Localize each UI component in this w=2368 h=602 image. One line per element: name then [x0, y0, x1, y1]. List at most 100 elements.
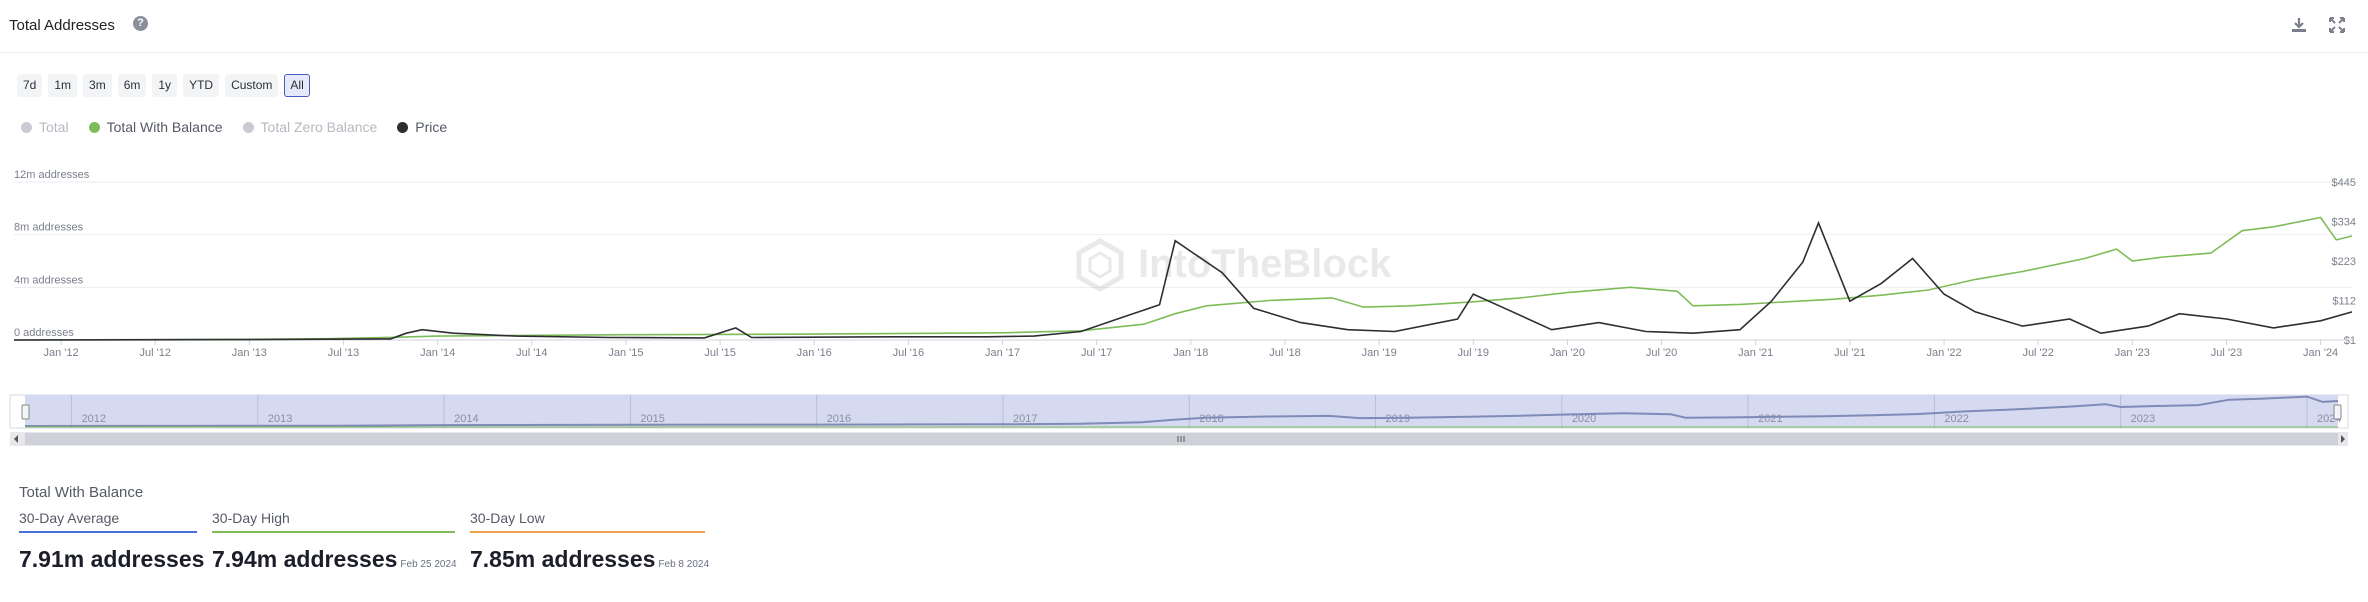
left-tick-label: 0 addresses — [14, 327, 74, 339]
x-tick-label: Jul '18 — [1269, 347, 1300, 359]
x-tick-label: Jul '23 — [2211, 347, 2242, 359]
legend-item-total[interactable]: Total — [21, 119, 69, 135]
x-tick-label: Jan '20 — [1550, 347, 1585, 359]
legend-dot-icon — [242, 121, 254, 133]
x-tick-label: Jan '22 — [1926, 347, 1961, 359]
stats-title: Total With Balance — [19, 484, 144, 501]
download-icon[interactable] — [2288, 14, 2310, 36]
navigator-year-label: 2018 — [1199, 413, 1223, 425]
stat-label: 30-Day High — [212, 510, 455, 533]
stat-date: Feb 8 2024 — [658, 559, 710, 570]
navigator-year-label: 2014 — [454, 413, 478, 425]
range-1m-button[interactable]: 1m — [48, 74, 78, 97]
watermark-logo-icon — [1076, 238, 1124, 292]
line-chart[interactable]: IntoTheBlock 12m addresses 8m addresses 4m… — [0, 170, 2368, 460]
time-range-selector: 7d 1m 3m 6m 1y YTD Custom All — [17, 74, 310, 97]
chart-header: Total Addresses ? — [0, 0, 2368, 53]
left-axis: 12m addresses 8m addresses 4m addresses 0 a… — [14, 170, 90, 339]
question-circle-icon[interactable]: ? — [133, 16, 148, 31]
x-tick-label: Jan '23 — [2115, 347, 2150, 359]
watermark-text: IntoTheBlock — [1138, 242, 1392, 286]
left-tick-label: 4m addresses — [14, 274, 84, 286]
navigator-year-label: 2013 — [268, 413, 292, 425]
stat-label: 30-Day Low — [470, 510, 705, 533]
x-tick-label: Jul '12 — [139, 347, 170, 359]
range-7d-button[interactable]: 7d — [17, 74, 43, 97]
range-all-button[interactable]: All — [284, 74, 310, 97]
legend-item-price[interactable]: Price — [397, 119, 447, 135]
scroll-left-icon[interactable] — [14, 435, 18, 443]
x-tick-label: Jan '16 — [797, 347, 832, 359]
x-tick-label: Jan '14 — [420, 347, 455, 359]
x-tick-label: Jan '18 — [1173, 347, 1208, 359]
x-tick-label: Jul '16 — [893, 347, 924, 359]
stat-value: 7.85m addresses Feb 8 2024 — [470, 546, 709, 573]
navigator-year-label: 2016 — [827, 413, 851, 425]
x-tick-label: Jan '21 — [1738, 347, 1773, 359]
stat-label: 30-Day Average — [19, 510, 197, 533]
left-tick-label: 12m addresses — [14, 170, 90, 181]
stat-value-text: 7.91m addresses — [19, 546, 205, 572]
series-line-price — [13, 220, 2353, 341]
right-tick-label: $223 — [2332, 256, 2356, 268]
right-tick-label: $1 — [2344, 335, 2356, 347]
x-tick-label: Jul '20 — [1646, 347, 1677, 359]
watermark: IntoTheBlock — [1076, 238, 1392, 292]
x-tick-label: Jan '19 — [1362, 347, 1397, 359]
stat-value-text: 7.85m addresses — [470, 546, 656, 572]
x-tick-label: Jul '13 — [328, 347, 359, 359]
page-title: Total Addresses — [9, 17, 115, 34]
navigator-series-line — [24, 395, 2339, 427]
x-tick-label: Jul '21 — [1834, 347, 1865, 359]
right-axis: $445 $334 $223 $112 $1 — [2332, 177, 2356, 347]
navigator-selection[interactable] — [25, 395, 2338, 428]
range-custom-button[interactable]: Custom — [225, 74, 279, 97]
legend-dot-icon — [88, 121, 100, 133]
right-tick-label: $334 — [2332, 217, 2356, 229]
navigator-year-label: 2023 — [2131, 413, 2155, 425]
range-3m-button[interactable]: 3m — [83, 74, 112, 97]
legend-item-total-with-balance[interactable]: Total With Balance — [88, 119, 223, 135]
navigator-left-handle[interactable] — [21, 404, 30, 420]
range-1y-button[interactable]: 1y — [152, 74, 178, 97]
x-tick-label: Jan '13 — [232, 347, 267, 359]
stat-30-day-low: 30-Day Low 7.85m addresses Feb 8 2024 — [470, 510, 709, 573]
x-tick-label: Jan '17 — [985, 347, 1020, 359]
navigator-year-label: 2017 — [1013, 413, 1037, 425]
scroll-right-icon[interactable] — [2341, 435, 2345, 443]
legend-label: Total Zero Balance — [260, 119, 378, 135]
legend-item-total-zero-balance[interactable]: Total Zero Balance — [242, 119, 378, 135]
x-tick-label: Jan '12 — [44, 347, 79, 359]
x-axis: Jan '12 Jul '12 Jan '13 Jul '13 Jan '14 Jul '… — [14, 339, 2352, 359]
scrollbar-grip-icon[interactable] — [1177, 436, 1185, 442]
navigator-year-label: 2015 — [640, 413, 664, 425]
stat-30-day-average: 30-Day Average 7.91m addresses — [19, 510, 204, 573]
legend-dot-icon — [397, 121, 409, 133]
legend-dot-icon — [21, 121, 32, 133]
stat-date: Feb 25 2024 — [400, 559, 457, 570]
right-tick-label: $112 — [2332, 296, 2356, 308]
navigator-year-label: 2022 — [1944, 413, 1968, 425]
stat-30-day-high: 30-Day High 7.94m addresses Feb 25 2024 — [212, 510, 457, 573]
range-ytd-button[interactable]: YTD — [183, 74, 220, 97]
x-tick-label: Jul '19 — [1458, 347, 1489, 359]
navigator-year-label: 2012 — [82, 413, 106, 425]
left-tick-label: 8m addresses — [14, 222, 84, 234]
stat-value: 7.91m addresses — [19, 546, 204, 573]
navigator-year-label: 2020 — [1572, 413, 1596, 425]
x-tick-label: Jul '15 — [704, 347, 735, 359]
chart-legend: Total Total With Balance Total Zero Bala… — [21, 119, 447, 135]
stat-value-text: 7.94m addresses — [212, 546, 398, 572]
series-line-total-with-balance — [13, 216, 2353, 341]
legend-label: Price — [415, 119, 448, 135]
x-tick-label: Jul '22 — [2022, 347, 2053, 359]
range-6m-button[interactable]: 6m — [117, 74, 147, 97]
x-tick-label: Jul '14 — [516, 347, 547, 359]
legend-label: Total — [39, 119, 69, 135]
x-tick-label: Jul '17 — [1081, 347, 1112, 359]
fullscreen-icon[interactable] — [2326, 14, 2348, 36]
x-tick-label: Jan '15 — [608, 347, 643, 359]
right-tick-label: $445 — [2332, 177, 2356, 189]
x-tick-label: Jan '24 — [2303, 347, 2338, 359]
navigator-right-handle[interactable] — [2333, 404, 2342, 420]
